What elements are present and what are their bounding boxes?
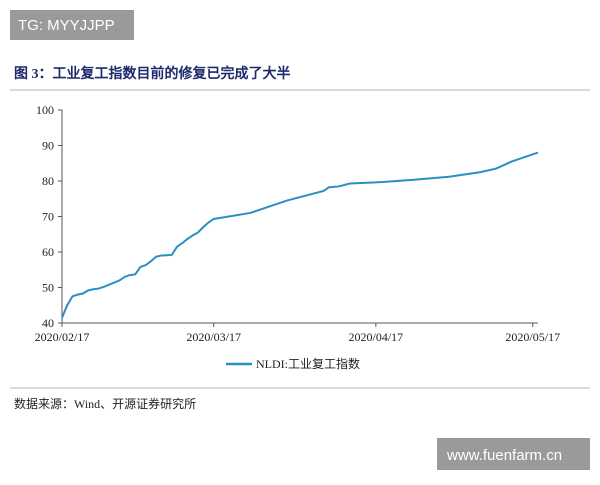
watermark: www.fuenfarm.cn <box>446 447 562 464</box>
x-tick-label: 2020/02/17 <box>35 330 90 344</box>
y-tick-label: 70 <box>42 210 54 224</box>
y-tick-label: 100 <box>36 103 54 117</box>
y-tick-label: 40 <box>42 316 54 330</box>
x-tick-label: 2020/04/17 <box>349 330 404 344</box>
y-tick-label: 60 <box>42 245 54 259</box>
legend-label: NLDI:工业复工指数 <box>256 356 360 371</box>
x-tick-label: 2020/05/17 <box>505 330 560 344</box>
watermark-box <box>437 438 590 470</box>
y-tick-label: 90 <box>42 139 54 153</box>
watermark-box <box>10 10 134 40</box>
y-tick-label: 80 <box>42 174 54 188</box>
line <box>61 151 539 319</box>
source: 数据来源：Wind、开源证券研究所 <box>14 396 196 411</box>
watermark: TG: MYYJJPP <box>18 17 115 34</box>
chart-title: 图 3：工业复工指数目前的修复已完成了大半 <box>14 65 291 82</box>
y-tick-label: 50 <box>42 281 54 295</box>
x-tick-label: 2020/03/17 <box>186 330 241 344</box>
